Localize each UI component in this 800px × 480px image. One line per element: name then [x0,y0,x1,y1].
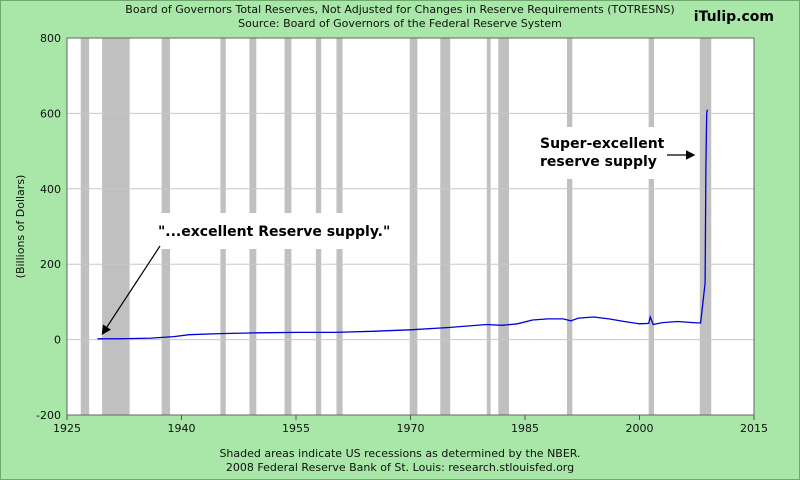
plot-border [66,37,755,416]
footer-credit: 2008 Federal Reserve Bank of St. Louis: … [225,461,575,474]
y-axis-label: (Billions of Dollars) [14,175,27,279]
x-tick-label: 1925 [53,422,81,435]
x-tick-label: 1970 [397,422,425,435]
annotation-right-line2: reserve supply [540,154,657,170]
chart-footer: Shaded areas indicate US recessions as d… [0,447,800,475]
y-tick-label: 0 [54,334,61,347]
annotation-left-arrow [101,245,161,336]
annotation-right-line1: Super-excellent [540,136,665,152]
annotation-left-box [152,213,392,249]
recession-band [566,38,573,415]
x-tick-label: 1985 [511,422,539,435]
x-tick-label: 1955 [282,422,310,435]
annotation-right-box [532,127,667,179]
chart-subtitle: Source: Board of Governors of the Federa… [238,17,562,30]
footer-note: Shaded areas indicate US recessions as d… [219,447,581,460]
recession-band [102,38,130,415]
recession-band [486,38,491,415]
y-tick-label: 200 [40,258,61,271]
recession-band [80,38,90,415]
x-tick-label: 2000 [626,422,654,435]
y-tick-label: 400 [40,183,61,196]
y-tick-label: 600 [40,107,61,120]
recession-band [440,38,451,415]
x-tick-label: 2015 [740,422,768,435]
recession-band [648,38,655,415]
series-line [97,109,709,340]
recession-band [498,38,509,415]
recession-band [409,38,418,415]
brand-logo-text: iTulip.com [693,9,774,25]
y-tick-label: 800 [40,32,61,45]
y-tick-label: -200 [36,409,61,422]
annotation-left: "...excellent Reserve supply." [158,224,390,240]
chart-title: Board of Governors Total Reserves, Not A… [125,3,675,16]
chart-title-block: Board of Governors Total Reserves, Not A… [0,3,800,31]
x-tick-label: 1940 [168,422,196,435]
